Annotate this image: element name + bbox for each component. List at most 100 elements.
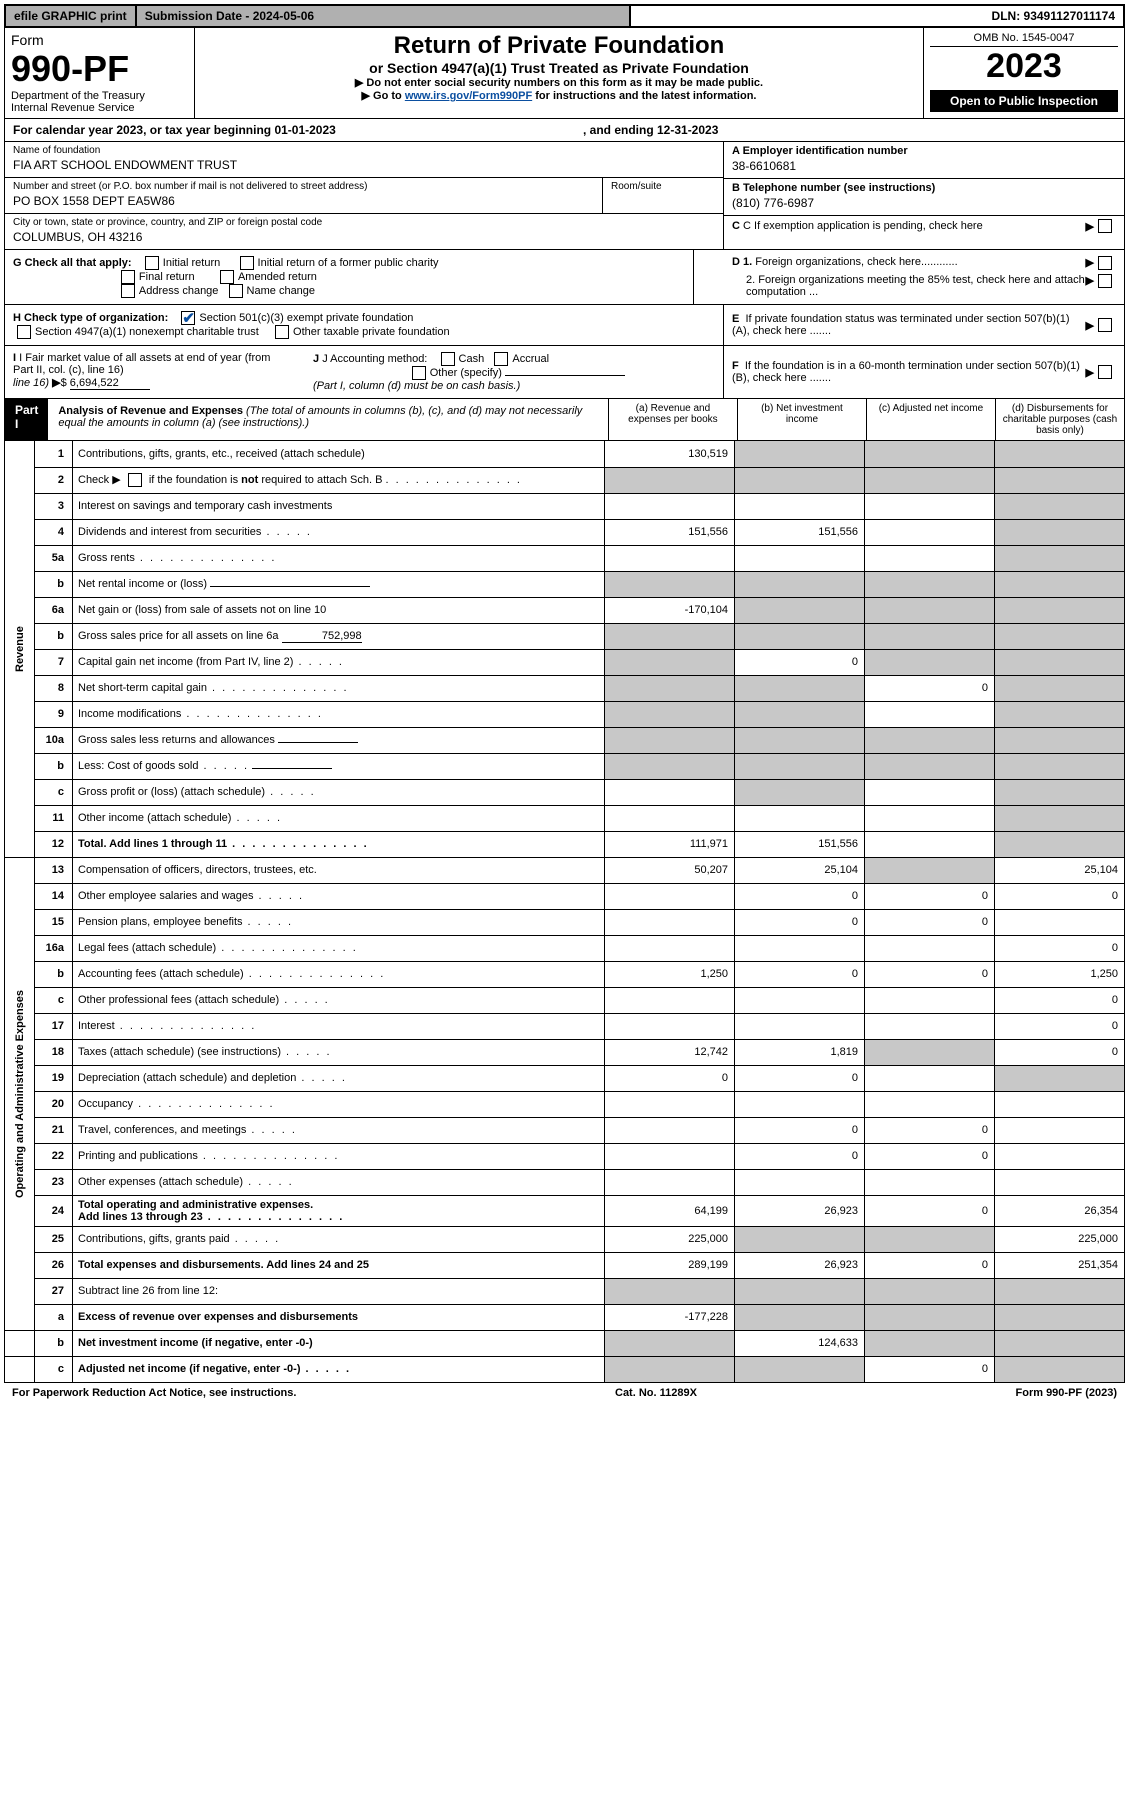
- j-note: (Part I, column (d) must be on cash basi…: [313, 380, 520, 392]
- table-row: 11Other income (attach schedule): [5, 805, 1125, 831]
- table-row: 6aNet gain or (loss) from sale of assets…: [5, 597, 1125, 623]
- g-address-checkbox[interactable]: [121, 284, 135, 298]
- inline-val: 752,998: [282, 630, 362, 643]
- g-name-checkbox[interactable]: [229, 284, 243, 298]
- e-label: E E If private foundation status was ter…: [732, 313, 1086, 337]
- d1-checkbox[interactable]: [1098, 256, 1112, 270]
- cell-b: 26,923: [735, 1195, 865, 1226]
- table-row: 20Occupancy: [5, 1091, 1125, 1117]
- f-checkbox[interactable]: [1098, 365, 1112, 379]
- line-desc: Gross rents: [73, 545, 605, 571]
- dept-label: Department of the Treasury: [11, 90, 188, 102]
- line-desc: Taxes (attach schedule) (see instruction…: [73, 1039, 605, 1065]
- d2-checkbox[interactable]: [1098, 274, 1112, 288]
- line-num: 17: [35, 1013, 73, 1039]
- line-desc: Pension plans, employee benefits: [73, 909, 605, 935]
- cell-d: 251,354: [995, 1252, 1125, 1278]
- g-initial-checkbox[interactable]: [145, 256, 159, 270]
- cell-b: 0: [735, 961, 865, 987]
- form-header: Form 990-PF Department of the Treasury I…: [4, 28, 1125, 119]
- line-num: 13: [35, 857, 73, 883]
- cell-d: 0: [995, 935, 1125, 961]
- table-row: 7Capital gain net income (from Part IV, …: [5, 649, 1125, 675]
- cell-b: 151,556: [735, 519, 865, 545]
- note2-post: for instructions and the latest informat…: [532, 90, 756, 102]
- line-num: 9: [35, 701, 73, 727]
- line-num: 25: [35, 1226, 73, 1252]
- line-num: b: [35, 961, 73, 987]
- line-num: a: [35, 1304, 73, 1330]
- tax-year: 2023: [930, 47, 1118, 86]
- cell-a: 151,556: [605, 519, 735, 545]
- foundation-name-label: Name of foundation: [13, 145, 715, 156]
- line-desc: Adjusted net income (if negative, enter …: [73, 1356, 605, 1382]
- ein-label: A Employer identification number: [732, 145, 1116, 157]
- line-desc: Accounting fees (attach schedule): [73, 961, 605, 987]
- top-bar: efile GRAPHIC print Submission Date - 20…: [4, 4, 1125, 28]
- col-a-header: (a) Revenue and expenses per books: [608, 399, 737, 440]
- cell-c: 0: [865, 1117, 995, 1143]
- d1-label: D 1. D 1. Foreign organizations, check h…: [732, 256, 1086, 270]
- line-desc: Contributions, gifts, grants, etc., rece…: [73, 441, 605, 467]
- table-row: 9Income modifications: [5, 701, 1125, 727]
- e-checkbox[interactable]: [1098, 318, 1112, 332]
- calendar-year-row: For calendar year 2023, or tax year begi…: [4, 119, 1125, 142]
- g-final-checkbox[interactable]: [121, 270, 135, 284]
- table-row: cOther professional fees (attach schedul…: [5, 987, 1125, 1013]
- table-row: 14Other employee salaries and wages000: [5, 883, 1125, 909]
- form-number: 990-PF: [11, 48, 188, 90]
- table-row: 26Total expenses and disbursements. Add …: [5, 1252, 1125, 1278]
- schb-checkbox[interactable]: [128, 473, 142, 487]
- line-num: 14: [35, 883, 73, 909]
- cell-c: 0: [865, 1252, 995, 1278]
- line-desc: Occupancy: [73, 1091, 605, 1117]
- h-4947-checkbox[interactable]: [17, 325, 31, 339]
- line-num: 22: [35, 1143, 73, 1169]
- g-opt-address: Address change: [139, 285, 219, 297]
- cell-b: 0: [735, 649, 865, 675]
- g-amended-checkbox[interactable]: [220, 270, 234, 284]
- line-num: 12: [35, 831, 73, 857]
- expense-side-label: Operating and Administrative Expenses: [5, 857, 35, 1330]
- cell-c: 0: [865, 909, 995, 935]
- fmv-value: 6,694,522: [70, 377, 150, 390]
- g-opt-final: Final return: [139, 271, 195, 283]
- form-title: Return of Private Foundation: [201, 32, 917, 60]
- h-501c3-checkbox[interactable]: [181, 311, 195, 325]
- cell-b: 25,104: [735, 857, 865, 883]
- line-num: 5a: [35, 545, 73, 571]
- table-row: 15Pension plans, employee benefits00: [5, 909, 1125, 935]
- efile-label[interactable]: efile GRAPHIC print: [6, 6, 137, 26]
- open-public: Open to Public Inspection: [930, 90, 1118, 112]
- cell-b: 124,633: [735, 1330, 865, 1356]
- city-label: City or town, state or province, country…: [13, 217, 715, 228]
- line-num: 6a: [35, 597, 73, 623]
- h-other-checkbox[interactable]: [275, 325, 289, 339]
- table-row: 12Total. Add lines 1 through 11111,97115…: [5, 831, 1125, 857]
- j-accrual-checkbox[interactable]: [494, 352, 508, 366]
- line-num: 27: [35, 1278, 73, 1304]
- page-footer: For Paperwork Reduction Act Notice, see …: [4, 1383, 1125, 1403]
- g-opt-amended: Amended return: [238, 271, 317, 283]
- irs-link[interactable]: www.irs.gov/Form990PF: [405, 90, 532, 102]
- phone: (810) 776-6987: [732, 194, 1116, 212]
- line-desc: Legal fees (attach schedule): [73, 935, 605, 961]
- omb-number: OMB No. 1545-0047: [930, 32, 1118, 47]
- table-row: 8Net short-term capital gain0: [5, 675, 1125, 701]
- part1-title: Analysis of Revenue and Expenses (The to…: [48, 399, 608, 440]
- line-desc: Total expenses and disbursements. Add li…: [73, 1252, 605, 1278]
- c-checkbox[interactable]: [1098, 219, 1112, 233]
- section-g-row: G Check all that apply: Initial return I…: [4, 250, 1125, 305]
- col-c-header: (c) Adjusted net income: [866, 399, 995, 440]
- line-desc: Subtract line 26 from line 12:: [73, 1278, 605, 1304]
- part1-label: Part I: [5, 399, 48, 440]
- line-num: c: [35, 987, 73, 1013]
- line-num: b: [35, 753, 73, 779]
- j-other-checkbox[interactable]: [412, 366, 426, 380]
- table-row: 3Interest on savings and temporary cash …: [5, 493, 1125, 519]
- line-desc: Check ▶ if the foundation is not require…: [73, 467, 605, 493]
- cell-a: 130,519: [605, 441, 735, 467]
- g-former-checkbox[interactable]: [240, 256, 254, 270]
- j-cash-checkbox[interactable]: [441, 352, 455, 366]
- cell-a: 12,742: [605, 1039, 735, 1065]
